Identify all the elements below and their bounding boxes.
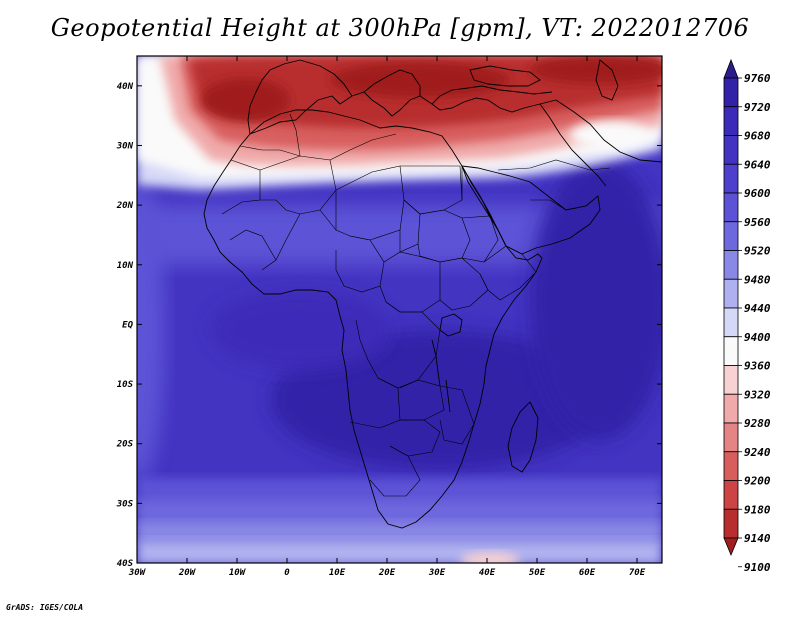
map-frame: [136, 55, 663, 564]
colorbar-label: 9560: [744, 216, 771, 229]
colorbar-swatch: [723, 422, 739, 453]
lat-tick-label: 20S: [116, 440, 134, 450]
colorbar-label: 9680: [744, 130, 771, 143]
lon-tick-label: 70E: [629, 568, 646, 578]
colorbar-top-triangle: [723, 58, 739, 79]
lat-tick-label: 30N: [116, 141, 134, 151]
lon-tick-label: 20W: [178, 568, 197, 578]
lon-tick-label: 30W: [128, 568, 147, 578]
lon-tick-label: 10W: [229, 568, 247, 578]
colorbar-label: 9480: [744, 273, 771, 286]
colorbar-label: 9100: [744, 561, 771, 574]
colorbar-swatch: [723, 278, 739, 309]
colorbar-swatch: [723, 192, 739, 223]
colorbar-label: 9140: [744, 532, 771, 545]
country-borders: [221, 113, 611, 497]
colorbar-label: 9640: [744, 158, 771, 171]
colorbar-swatch: [723, 451, 739, 481]
colorbar-label: 9520: [744, 245, 771, 258]
lat-tick-label: EQ: [122, 320, 133, 330]
colorbar-swatch: [723, 221, 739, 251]
colorbar-bottom-triangle: [723, 537, 739, 557]
lat-tick-label: 20N: [116, 201, 134, 211]
colorbar-swatch: [723, 106, 739, 136]
colorbar-swatch: [723, 393, 739, 424]
lon-tick-label: 0: [284, 568, 290, 578]
map-title: Geopotential Height at 300hPa [gpm], VT:…: [50, 14, 750, 42]
lon-tick-label: 50E: [529, 568, 546, 578]
colorbar-label: 9240: [744, 446, 771, 459]
colorbar-label: 9200: [744, 475, 771, 488]
lon-tick-label: 40E: [479, 568, 496, 578]
lon-tick-label: 30E: [428, 568, 446, 578]
colorbar-swatch: [723, 135, 739, 165]
colorbar-label: 9760: [744, 72, 771, 85]
lon-tick-label: 60E: [579, 568, 596, 578]
lat-tick-label: 30S: [116, 499, 134, 509]
colorbar-label: 9400: [744, 331, 771, 344]
colorbar-label: 9280: [744, 417, 771, 430]
colorbar-label: 9440: [744, 302, 771, 315]
colorbar-swatch: [723, 77, 739, 108]
lat-tick-label: 40N: [117, 82, 134, 92]
lat-tick-label: 40S: [117, 559, 134, 569]
grads-credit: GrADS: IGES/COLA: [6, 603, 84, 612]
colorbar-label: 9180: [744, 503, 771, 516]
lon-tick-label: 20E: [378, 568, 396, 578]
colorbar-swatch: [723, 250, 739, 280]
lat-tick-label: 10N: [117, 261, 134, 271]
colorbar-swatch: [723, 508, 739, 539]
lon-tick-label: 10E: [329, 568, 346, 578]
lat-tick-label: 10S: [117, 380, 134, 390]
height-field: [137, 56, 662, 563]
colorbar-label: 9600: [744, 187, 771, 200]
colorbar-label: 9320: [744, 388, 771, 401]
colorbar: 9760 9720 9680 9640 9600 9560 9520 9480 9440 9400…: [723, 58, 771, 574]
colorbar-label: 9360: [744, 360, 771, 373]
colorbar-label: 9720: [744, 101, 771, 114]
colorbar-swatch: [723, 336, 739, 366]
colorbar-swatch: [723, 163, 739, 194]
colorbar-swatch: [723, 307, 739, 338]
colorbar-swatch: [723, 365, 739, 395]
map-axes: 30W 20W 10W 0 10E 20E 30E 40E 50E 60E 70E 40N 30N 20N…: [116, 56, 662, 578]
colorbar-swatch: [723, 480, 739, 510]
